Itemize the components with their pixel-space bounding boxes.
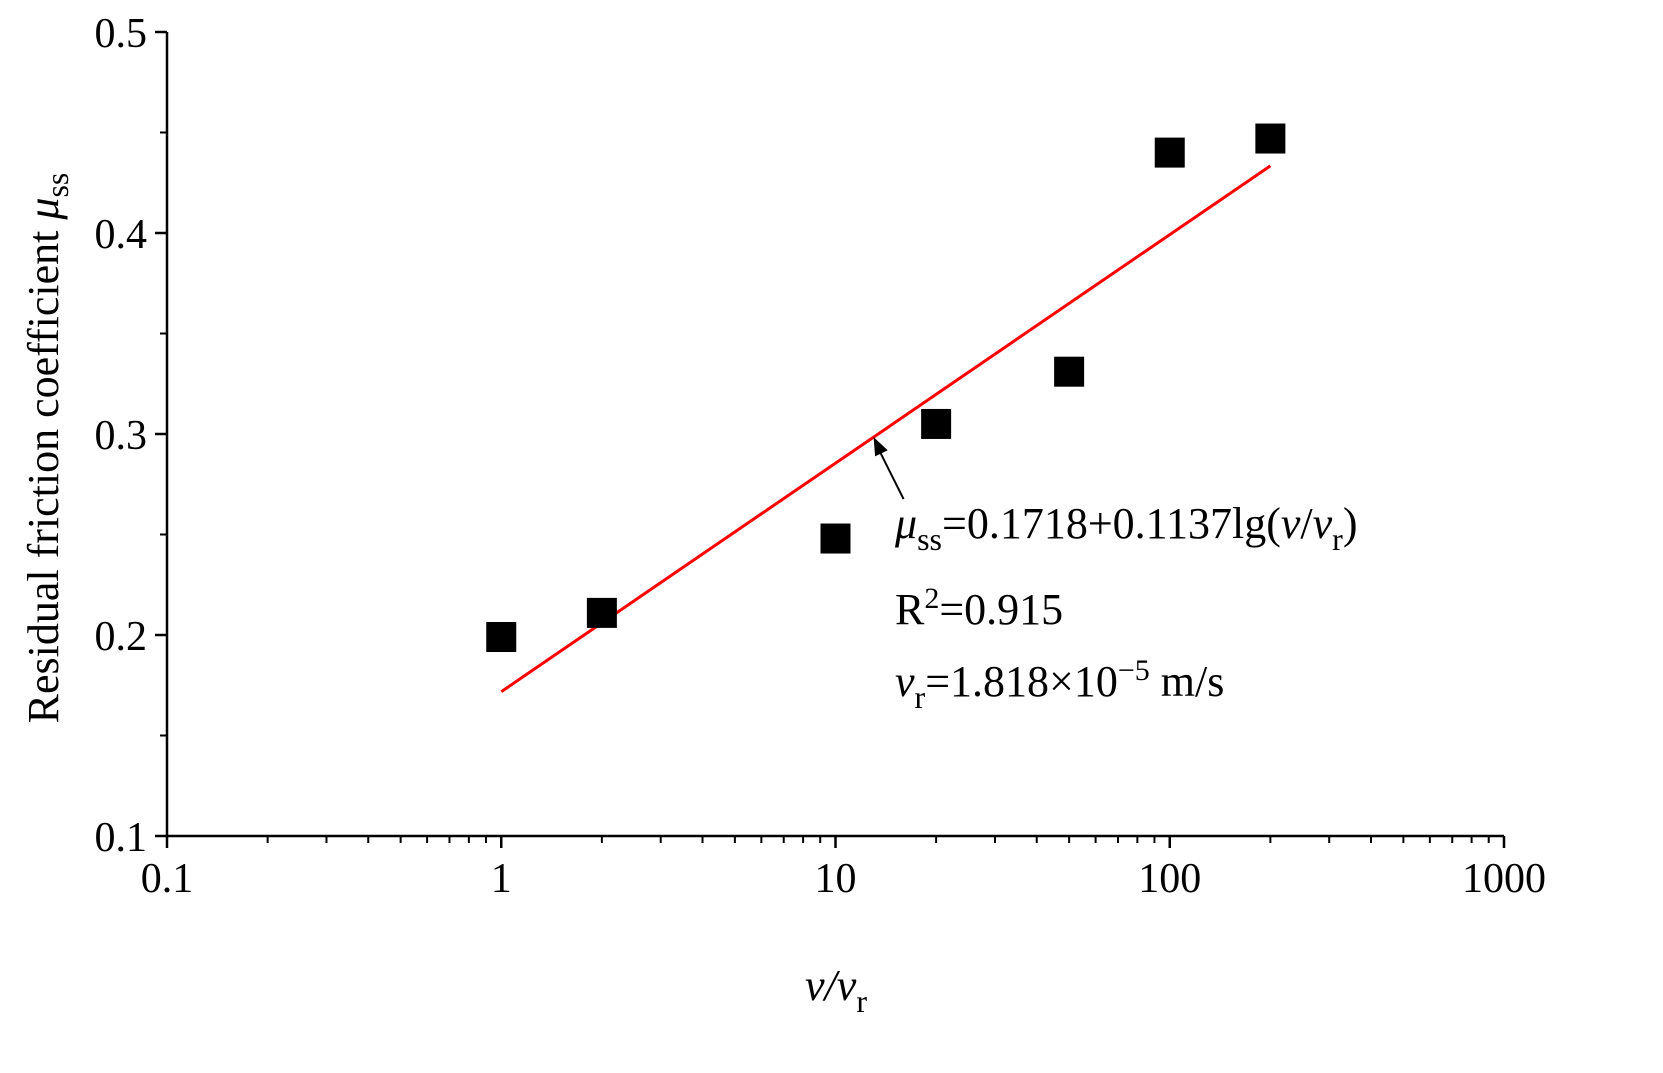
data-point [1054, 356, 1085, 387]
y-tick-label: 0.4 [95, 212, 148, 258]
y-tick-label: 0.3 [95, 413, 148, 459]
data-point [586, 597, 617, 628]
x-tick-label: 1000 [1462, 856, 1546, 902]
annotation-arrow-head [873, 437, 888, 457]
data-point [820, 523, 851, 554]
y-tick-label: 0.5 [95, 11, 148, 57]
reference-velocity: vr=1.818×10−5 m/s [895, 654, 1224, 715]
x-tick-label: 1 [491, 856, 512, 902]
fit-line [500, 164, 1272, 693]
fit-line-layer [500, 164, 1272, 693]
fit-equation: μss=0.1718+0.1137lg(v/vr) [894, 499, 1357, 557]
y-tick-label: 0.2 [95, 614, 148, 660]
data-points-layer [486, 123, 1286, 653]
data-point [1154, 137, 1185, 168]
annotation-layer [873, 437, 905, 500]
tick-labels: 0.1 0.2 0.3 0.4 0.5 0.1 1 10 100 1000 [95, 11, 1547, 902]
y-axis-title: Residual friction coefficient μss [19, 173, 75, 724]
annotation-arrow-line [875, 444, 905, 500]
r-squared: R2=0.915 [895, 582, 1063, 634]
data-point [1255, 123, 1286, 154]
y-tick-label: 0.1 [95, 815, 148, 861]
x-tick-label: 10 [815, 856, 857, 902]
x-axis-title: v/vr [805, 961, 867, 1019]
data-point [486, 622, 517, 653]
x-tick-label: 0.1 [141, 856, 194, 902]
data-point [921, 408, 952, 439]
axis-ticks [155, 30, 1506, 848]
x-tick-label: 100 [1138, 856, 1201, 902]
